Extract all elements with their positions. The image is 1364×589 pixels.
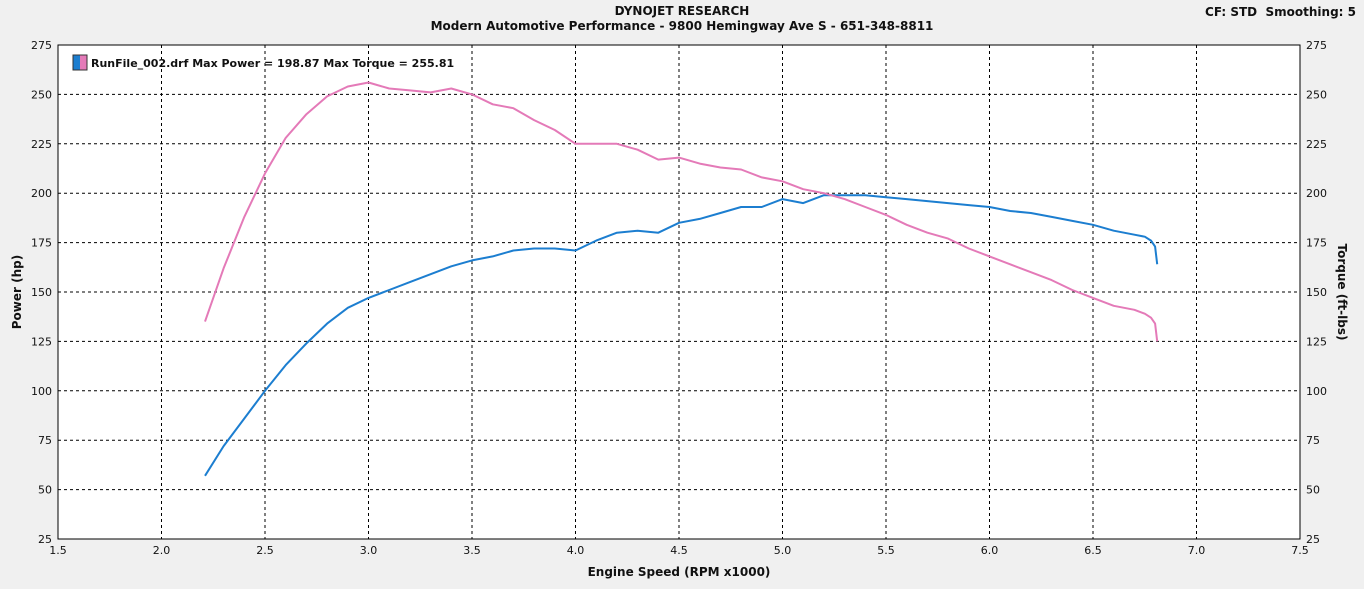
chart-subtitle: Modern Automotive Performance - 9800 Hem… xyxy=(430,19,934,33)
y-axis-title-right: Torque (ft-lbs) xyxy=(1335,244,1349,341)
x-tick-label: 5.5 xyxy=(877,544,895,557)
x-tick-label: 7.0 xyxy=(1188,544,1206,557)
y-tick-label-left: 25 xyxy=(38,533,52,546)
x-tick-label: 2.0 xyxy=(153,544,171,557)
y-tick-label-right: 125 xyxy=(1306,335,1327,348)
x-tick-label: 5.0 xyxy=(774,544,792,557)
y-tick-label-right: 75 xyxy=(1306,434,1320,447)
chart-title: DYNOJET RESEARCH xyxy=(614,4,750,18)
x-tick-label: 4.0 xyxy=(567,544,585,557)
y-tick-label-right: 225 xyxy=(1306,138,1327,151)
y-tick-label-right: 25 xyxy=(1306,533,1320,546)
y-tick-label-left: 150 xyxy=(31,286,52,299)
settings-readout: CF: STD Smoothing: 5 xyxy=(1205,5,1356,19)
y-tick-label-right: 275 xyxy=(1306,39,1327,52)
y-tick-label-left: 125 xyxy=(31,335,52,348)
y-tick-label-left: 200 xyxy=(31,187,52,200)
y-tick-label-right: 100 xyxy=(1306,385,1327,398)
tick-labels: 1.5 2.0 2.5 3.0 3.5 4.0 4.5 5.0 5.5 6.0 6.5 7.0 7.52… xyxy=(31,39,1327,557)
y-tick-label-left: 100 xyxy=(31,385,52,398)
x-axis-title: Engine Speed (RPM x1000) xyxy=(588,565,771,579)
x-tick-label: 7.5 xyxy=(1291,544,1309,557)
legend-label: RunFile_002.drf Max Power = 198.87 Max T… xyxy=(91,57,454,70)
y-tick-label-left: 175 xyxy=(31,237,52,250)
x-tick-label: 1.5 xyxy=(49,544,67,557)
y-tick-label-left: 250 xyxy=(31,88,52,101)
y-tick-label-left: 225 xyxy=(31,138,52,151)
y-tick-label-right: 50 xyxy=(1306,484,1320,497)
series-line-power xyxy=(204,194,1159,477)
y-tick-label-right: 250 xyxy=(1306,88,1327,101)
x-tick-label: 2.5 xyxy=(256,544,274,557)
plot-frame xyxy=(57,44,1301,540)
series-layer xyxy=(204,81,1159,477)
legend-swatch-power xyxy=(73,55,80,70)
x-tick-label: 3.5 xyxy=(463,544,481,557)
legend-swatch-torque xyxy=(80,55,87,70)
x-tick-label: 6.0 xyxy=(981,544,999,557)
x-tick-label: 3.0 xyxy=(360,544,378,557)
y-tick-label-right: 150 xyxy=(1306,286,1327,299)
x-tick-label: 6.5 xyxy=(1084,544,1102,557)
y-tick-label-left: 275 xyxy=(31,39,52,52)
y-tick-label-right: 200 xyxy=(1306,187,1327,200)
legend-swatch-border xyxy=(72,54,88,71)
series-line-torque xyxy=(204,81,1159,342)
legend: RunFile_002.drf Max Power = 198.87 Max T… xyxy=(72,54,454,71)
y-tick-label-left: 50 xyxy=(38,484,52,497)
y-tick-label-left: 75 xyxy=(38,434,52,447)
y-axis-title-left: Power (hp) xyxy=(10,255,24,329)
x-tick-label: 4.5 xyxy=(670,544,688,557)
grid-lines xyxy=(58,45,1300,539)
y-tick-label-right: 175 xyxy=(1306,237,1327,250)
